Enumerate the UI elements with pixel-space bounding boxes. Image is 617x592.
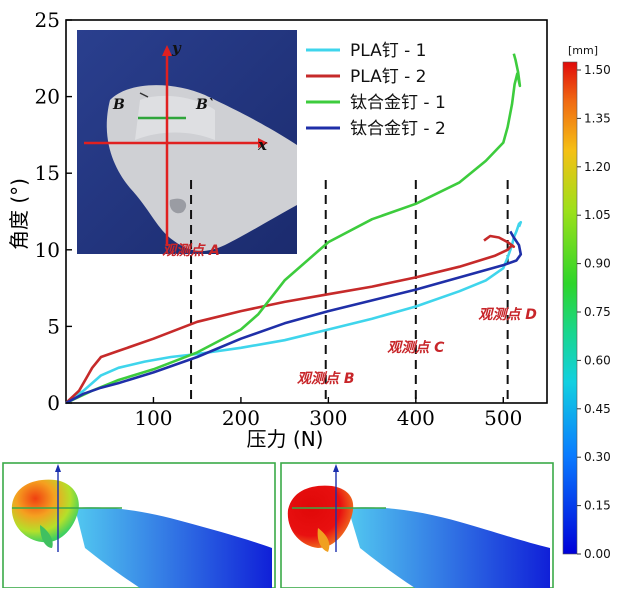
colorbar-tick-label: 1.50 — [584, 63, 611, 77]
observation-label: 观测点 D — [478, 306, 537, 323]
series-line — [65, 230, 523, 405]
observation-label: 观测点 A — [162, 242, 220, 259]
y-axis-title: 角度 (°) — [7, 178, 31, 250]
colorbar-tick-label: 0.45 — [584, 402, 611, 416]
deformation-panel-right — [280, 462, 554, 589]
y-tick-label: 15 — [35, 161, 60, 185]
panel-arrow-icon — [55, 464, 61, 472]
colorbar-tick-label: 0.00 — [584, 547, 611, 561]
section-label-b: B — [112, 97, 125, 113]
y-arrow-icon — [162, 45, 172, 56]
colorbar-tick-label: 0.90 — [584, 257, 611, 271]
colorbar-tick-label: 0.15 — [584, 499, 611, 513]
legend-label: 钛合金钉 - 1 — [350, 93, 446, 113]
x-arrow-icon — [258, 138, 268, 148]
colorbar-tick-label: 0.60 — [584, 353, 611, 367]
colorbar-gradient — [562, 61, 578, 555]
colorbar-tick-label: 0.30 — [584, 450, 611, 464]
observation-lines: 观测点 A 观测点 B 观测点 C 观测点 D — [162, 180, 537, 403]
colorbar-unit: [mm] — [568, 44, 598, 57]
colorbar-tick-label: 1.20 — [584, 160, 611, 174]
y-tick-label: 5 — [47, 314, 60, 338]
y-tick-label: 20 — [35, 85, 60, 109]
x-tick-label: 200 — [222, 406, 260, 430]
section-label-b-prime: B` — [195, 97, 215, 113]
colorbar-ticks: 1.50 1.35 1.20 1.05 0.90 0.75 0.60 0.45 0.30 0.15… — [577, 63, 611, 561]
panel-arrow-icon — [333, 464, 339, 472]
observation-label: 观测点 C — [387, 339, 445, 356]
x-tick-label: 500 — [484, 406, 522, 430]
legend: PLA钉 - 1 PLA钉 - 2 钛合金钉 - 1 钛合金钉 - 2 — [306, 41, 446, 139]
series-line — [65, 220, 523, 405]
axis-ticks: 100 200 300 400 500 0 5 10 15 20 25 — [35, 8, 523, 430]
y-tick-label: 25 — [35, 8, 60, 32]
deformation-panel-left — [2, 462, 276, 589]
legend-label: PLA钉 - 1 — [350, 41, 427, 61]
colorbar: [mm] 1.50 1.35 1.20 1.05 0.90 0.75 0.60 0.45 0.3… — [562, 44, 611, 561]
inset-y-label: y — [171, 39, 182, 57]
series-lines — [65, 53, 523, 405]
series-line — [65, 53, 522, 405]
series-line — [65, 234, 516, 404]
x-axis-title: 压力 (N) — [247, 427, 324, 451]
legend-label: 钛合金钉 - 2 — [350, 119, 446, 139]
observation-label: 观测点 B — [297, 370, 355, 387]
legend-label: PLA钉 - 2 — [350, 67, 427, 87]
colorbar-tick-label: 1.35 — [584, 111, 611, 125]
colorbar-tick-label: 0.75 — [584, 305, 611, 319]
x-tick-label: 400 — [397, 406, 435, 430]
colorbar-tick-label: 1.05 — [584, 208, 611, 222]
x-tick-label: 100 — [134, 406, 172, 430]
y-tick-label: 10 — [35, 238, 60, 262]
inset-x-label: x — [257, 136, 268, 154]
y-tick-label: 0 — [47, 391, 60, 415]
inset-photo: y x B B` — [77, 30, 297, 254]
x-tick-label: 300 — [309, 406, 347, 430]
